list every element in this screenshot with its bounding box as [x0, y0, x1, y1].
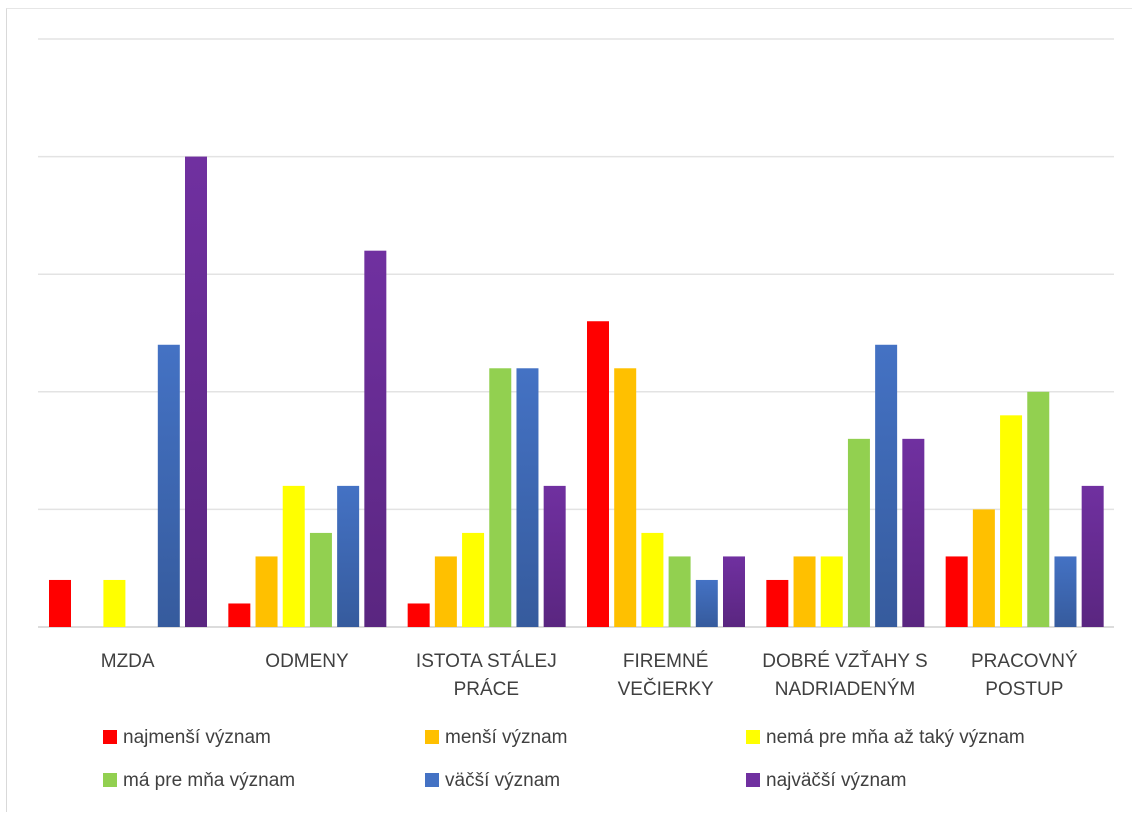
bar: [820, 556, 843, 627]
category-label: PRÁCE: [454, 679, 519, 700]
legend-label: väčší význam: [445, 770, 560, 791]
bar: [309, 532, 332, 627]
legend-label: menší význam: [445, 727, 567, 748]
bar: [847, 438, 870, 627]
legend-swatch: [103, 773, 117, 787]
bar: [1000, 415, 1023, 627]
bar: [282, 485, 305, 627]
chart-frame: [6, 8, 1132, 812]
legend-label: má pre mňa význam: [123, 770, 295, 791]
bar: [49, 579, 71, 627]
legend-label: najväčší význam: [766, 770, 906, 791]
category-label: NADRIADENÝM: [775, 679, 915, 700]
category-label: DOBRÉ VZŤAHY S: [762, 650, 927, 672]
bar: [1027, 391, 1050, 627]
bar: [185, 156, 207, 627]
bar: [587, 321, 609, 627]
bar: [255, 556, 278, 627]
legend-swatch: [746, 730, 760, 744]
bar: [641, 532, 664, 627]
category-label: ISTOTA STÁLEJ: [416, 651, 557, 672]
bar: [157, 344, 180, 627]
bar: [364, 250, 387, 627]
bar: [103, 579, 126, 627]
bar: [1054, 556, 1077, 627]
bar: [766, 579, 789, 627]
bar: [668, 556, 691, 627]
bar: [516, 368, 539, 627]
bar: [902, 438, 925, 627]
category-label: MZDA: [101, 651, 155, 672]
bar: [1081, 485, 1104, 627]
bar: [945, 556, 968, 627]
bar: [434, 556, 457, 627]
legend-swatch: [425, 730, 439, 744]
legend-swatch: [746, 773, 760, 787]
legend: najmenší význam menší význam nemá pre mňa …: [103, 727, 1025, 791]
bar: [695, 579, 718, 627]
bar: [543, 485, 566, 627]
gridlines: [38, 38, 1114, 628]
category-label: VEČIERKY: [618, 678, 714, 700]
bar: [462, 532, 485, 627]
legend-swatch: [425, 773, 439, 787]
bar: [972, 509, 995, 627]
bars: [49, 156, 1104, 627]
bar: [793, 556, 816, 627]
bar: [614, 368, 637, 627]
category-labels: MZDA ODMENY ISTOTA STÁLEJ PRÁCE FIREMNÉ VEČIE…: [101, 650, 1078, 700]
legend-swatch: [103, 730, 117, 744]
category-label: FIREMNÉ: [623, 651, 709, 672]
bar: [723, 556, 745, 627]
category-label: ODMENY: [265, 651, 349, 672]
category-label: POSTUP: [985, 679, 1063, 700]
legend-label: nemá pre mňa až taký význam: [766, 727, 1025, 748]
bar: [337, 485, 360, 627]
category-label: PRACOVNÝ: [971, 651, 1078, 672]
bar: [228, 603, 251, 627]
bar: [489, 368, 512, 627]
legend-label: najmenší význam: [123, 727, 271, 748]
bar: [875, 344, 898, 627]
bar: [407, 603, 430, 627]
